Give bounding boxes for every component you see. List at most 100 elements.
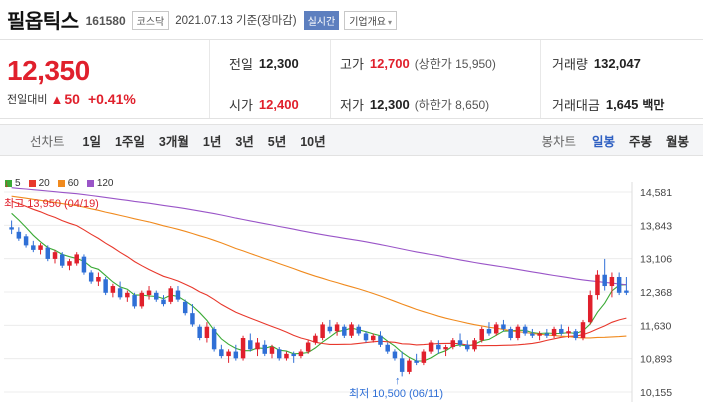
candle bbox=[342, 324, 347, 339]
candle bbox=[566, 326, 571, 339]
tab-monthly[interactable]: 월봉 bbox=[665, 134, 689, 149]
candle bbox=[501, 319, 506, 332]
ma-line-120 bbox=[11, 187, 627, 286]
candle-body bbox=[371, 335, 376, 341]
tab-3y[interactable]: 3년 bbox=[235, 134, 254, 149]
candle bbox=[443, 344, 448, 357]
candle-body bbox=[436, 344, 441, 350]
candle bbox=[175, 286, 181, 302]
candle-body bbox=[486, 328, 492, 334]
candle-body bbox=[161, 299, 166, 305]
divider bbox=[330, 40, 331, 118]
candle bbox=[537, 331, 542, 341]
candle bbox=[139, 290, 145, 309]
tab-3m[interactable]: 3개월 bbox=[158, 134, 189, 149]
legend-ma20: 20 bbox=[28, 178, 50, 189]
candle-body bbox=[392, 351, 398, 359]
candle bbox=[74, 252, 79, 266]
candle-body bbox=[74, 254, 79, 264]
candle bbox=[356, 324, 362, 336]
candle-body bbox=[262, 344, 267, 354]
candle bbox=[31, 240, 36, 253]
candle-body bbox=[23, 236, 29, 246]
stock-name: 필옵틱스 bbox=[7, 10, 79, 33]
candle bbox=[530, 328, 535, 339]
candle bbox=[457, 333, 463, 348]
candle-body bbox=[407, 360, 412, 372]
tab-5y[interactable]: 5년 bbox=[267, 134, 287, 149]
candle-body bbox=[117, 288, 123, 298]
candle-body bbox=[154, 292, 159, 300]
candle-chart-label[interactable]: 봉차트 bbox=[541, 134, 576, 149]
candle bbox=[226, 349, 231, 363]
tab-weekly[interactable]: 주봉 bbox=[628, 134, 652, 149]
candle bbox=[624, 276, 629, 296]
candle bbox=[392, 349, 398, 361]
y-tick-label: 11,630 bbox=[640, 320, 671, 332]
line-chart-label[interactable]: 선차트 bbox=[30, 134, 65, 149]
candle-body bbox=[96, 276, 101, 282]
candle-body bbox=[132, 295, 137, 307]
candle bbox=[125, 290, 130, 302]
candle bbox=[544, 328, 550, 339]
candle bbox=[602, 258, 607, 291]
candle bbox=[515, 324, 521, 341]
tab-10y[interactable]: 10년 bbox=[300, 134, 326, 149]
upper-limit: (상한가 15,950) bbox=[414, 57, 496, 71]
candle-body bbox=[190, 313, 195, 325]
candle-body bbox=[457, 340, 463, 345]
candle-body bbox=[291, 353, 296, 357]
candle bbox=[88, 270, 94, 284]
candle bbox=[436, 340, 441, 354]
low-value: 12,300 bbox=[369, 97, 410, 112]
candle-body bbox=[146, 290, 152, 296]
legend-label: 20 bbox=[38, 178, 50, 189]
current-price-panel: 12,350 전일대비 ▲ 50 +0.41% bbox=[0, 40, 210, 118]
candle-body bbox=[399, 358, 405, 372]
candle bbox=[559, 324, 564, 336]
volume-label: 거래량 bbox=[552, 57, 588, 72]
candle bbox=[385, 342, 390, 354]
candle-body bbox=[587, 295, 593, 323]
tab-1d[interactable]: 1일 bbox=[82, 134, 101, 149]
candle bbox=[371, 333, 376, 343]
prev-close-value: 12,300 bbox=[258, 56, 299, 71]
candle-body bbox=[320, 324, 325, 339]
candle bbox=[595, 270, 600, 300]
company-info-dropdown[interactable]: 기업개요 ▾ bbox=[344, 10, 398, 30]
prev-close-label: 전일 bbox=[229, 57, 253, 72]
ma-legend: 5 20 60 120 bbox=[5, 178, 122, 189]
candle-body bbox=[559, 328, 564, 334]
candle bbox=[103, 276, 108, 296]
candle bbox=[67, 258, 72, 271]
candle-body bbox=[595, 274, 600, 296]
candle bbox=[493, 322, 499, 336]
candle bbox=[240, 335, 246, 361]
candle bbox=[414, 353, 419, 366]
tab-1w[interactable]: 1주일 bbox=[114, 134, 145, 149]
candle bbox=[96, 272, 101, 287]
candle bbox=[349, 322, 354, 339]
tab-1y[interactable]: 1년 bbox=[202, 134, 222, 149]
candle bbox=[609, 272, 615, 298]
candle bbox=[233, 344, 239, 361]
candle bbox=[320, 322, 325, 341]
candle bbox=[522, 324, 528, 336]
up-triangle-icon: ▲ bbox=[50, 91, 64, 107]
y-tick-label: 10,893 bbox=[640, 354, 672, 366]
candle bbox=[269, 344, 275, 359]
candle-body bbox=[269, 347, 275, 354]
candle-body bbox=[428, 342, 434, 352]
legend-label: 5 bbox=[15, 178, 21, 189]
candle-body bbox=[465, 344, 470, 350]
y-tick-label: 10,155 bbox=[640, 387, 672, 399]
high-label: 고가 bbox=[340, 57, 364, 72]
realtime-button[interactable]: 실시간 bbox=[303, 10, 340, 30]
candle-body bbox=[16, 231, 22, 239]
amount-label: 거래대금 bbox=[552, 98, 600, 113]
candle bbox=[9, 220, 14, 235]
candle-body bbox=[602, 274, 607, 287]
candlestick-chart[interactable]: 14,581 13,843 13,106 12,368 11,630 10,893 10,1… bbox=[0, 180, 703, 405]
candle-body bbox=[508, 328, 513, 339]
tab-daily[interactable]: 일봉 bbox=[591, 134, 615, 149]
